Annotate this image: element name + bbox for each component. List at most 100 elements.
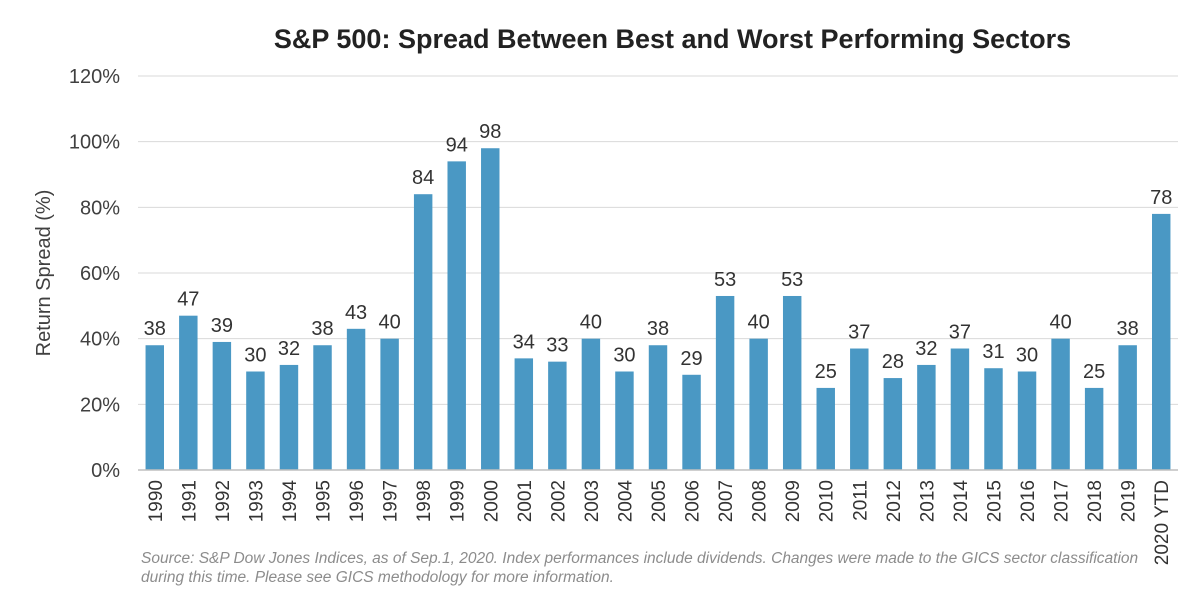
bar — [950, 348, 970, 470]
x-tick-label: 2012 — [884, 480, 905, 522]
x-tick-label: 2018 — [1085, 480, 1106, 522]
bar-data-labels: 38 47 39 30 32 38 43 40 84 94 98 34 33 40 30 38 29 53 40 53… — [144, 121, 1173, 383]
x-tick-label: 2001 — [515, 480, 536, 522]
source-note: Source: S&P Dow Jones Indices, as of Sep… — [141, 550, 1139, 586]
bar — [581, 338, 601, 470]
x-tick-label: 1996 — [347, 480, 368, 522]
bar — [1051, 338, 1070, 470]
bar — [1084, 387, 1104, 470]
bar-value-label: 33 — [546, 335, 568, 357]
bar — [548, 361, 567, 470]
bar-value-label: 47 — [177, 289, 199, 311]
chart-title: S&P 500: Spread Between Best and Worst P… — [273, 24, 1072, 54]
bar — [447, 161, 466, 470]
bar — [514, 358, 534, 470]
bar — [782, 295, 802, 470]
bar — [715, 295, 735, 470]
y-tick-label: 80% — [80, 197, 120, 219]
bar-value-label: 53 — [781, 269, 803, 291]
bar-value-label: 39 — [211, 315, 233, 337]
x-tick-label: 2016 — [1018, 480, 1039, 522]
bar — [1017, 371, 1037, 470]
y-tick-label: 100% — [69, 132, 120, 154]
x-tick-label: 1992 — [213, 480, 234, 522]
x-tick-label: 2007 — [716, 480, 737, 522]
x-tick-label: 1993 — [246, 480, 267, 522]
bar — [749, 338, 768, 470]
bar — [145, 345, 164, 470]
x-tick-label: 2017 — [1052, 480, 1073, 522]
bar-value-label: 40 — [748, 312, 770, 334]
bar — [179, 315, 198, 470]
x-tick-label: 2011 — [850, 480, 871, 521]
x-tick-label: 2010 — [817, 480, 838, 522]
x-tick-label: 2005 — [649, 480, 670, 522]
bar-value-label: 94 — [446, 134, 468, 156]
bar — [481, 148, 500, 470]
bar — [615, 371, 634, 470]
bar — [246, 371, 265, 470]
x-tick-label: 2020 YTD — [1152, 480, 1173, 565]
x-tick-label: 2006 — [683, 480, 704, 522]
bar — [346, 328, 366, 470]
bar-value-label: 38 — [1117, 318, 1139, 340]
x-tick-label: 2019 — [1119, 480, 1140, 522]
bar-value-label: 78 — [1150, 187, 1172, 209]
y-tick-label: 0% — [91, 460, 120, 482]
bar-value-label: 98 — [479, 121, 501, 143]
bar — [682, 374, 701, 470]
x-tick-label: 1998 — [414, 480, 435, 522]
y-tick-label: 40% — [80, 329, 120, 351]
x-tick-label: 2015 — [984, 480, 1005, 522]
bar-value-label: 30 — [244, 345, 266, 367]
x-tick-label: 2013 — [917, 480, 938, 522]
bar — [816, 387, 835, 470]
bar — [984, 368, 1003, 470]
x-tick-label: 2014 — [951, 480, 972, 523]
bar-value-label: 25 — [815, 361, 837, 383]
y-tick-label: 120% — [69, 66, 120, 88]
x-tick-label: 1994 — [280, 480, 301, 523]
bar-value-label: 38 — [647, 318, 669, 340]
y-axis-title: Return Spread (%) — [33, 190, 55, 357]
bar-value-label: 43 — [345, 302, 367, 324]
bar-value-label: 40 — [1049, 312, 1071, 334]
bar — [883, 378, 903, 470]
x-tick-label: 2002 — [548, 480, 569, 522]
x-tick-label: 1995 — [314, 480, 335, 522]
x-tick-label: 2000 — [481, 480, 502, 522]
x-tick-label: 2008 — [750, 480, 771, 522]
bar-value-label: 53 — [714, 269, 736, 291]
bar-value-label: 38 — [144, 318, 166, 340]
bar-value-label: 25 — [1083, 361, 1105, 383]
bar — [917, 364, 936, 470]
bar-value-label: 40 — [378, 312, 400, 334]
bar-value-label: 28 — [882, 351, 904, 373]
bar-value-label: 37 — [848, 322, 870, 344]
bar-value-label: 31 — [982, 341, 1004, 363]
gridlines — [138, 75, 1178, 405]
bar — [850, 348, 869, 470]
x-tick-label: 2004 — [615, 480, 636, 523]
bar-value-label: 32 — [278, 338, 300, 360]
x-tick-label: 2003 — [582, 480, 603, 522]
bar-value-label: 29 — [680, 348, 702, 370]
x-tick-label: 1999 — [448, 480, 469, 522]
bar-value-label: 30 — [613, 345, 635, 367]
bar — [279, 364, 299, 470]
bar — [212, 341, 232, 470]
bars — [145, 148, 1171, 470]
y-axis-ticks: 0% 20% 40% 60% 80% 100% 120% — [69, 66, 120, 482]
x-tick-label: 1991 — [179, 480, 200, 522]
x-tick-label: 1990 — [146, 480, 167, 522]
y-tick-label: 60% — [80, 263, 120, 285]
bar-value-label: 38 — [311, 318, 333, 340]
bar — [648, 345, 668, 470]
y-tick-label: 20% — [80, 394, 120, 416]
bar-value-label: 40 — [580, 312, 602, 334]
bar-value-label: 32 — [915, 338, 937, 360]
bar-value-label: 84 — [412, 167, 434, 189]
x-tick-label: 1997 — [381, 480, 402, 522]
bar — [1152, 213, 1171, 470]
